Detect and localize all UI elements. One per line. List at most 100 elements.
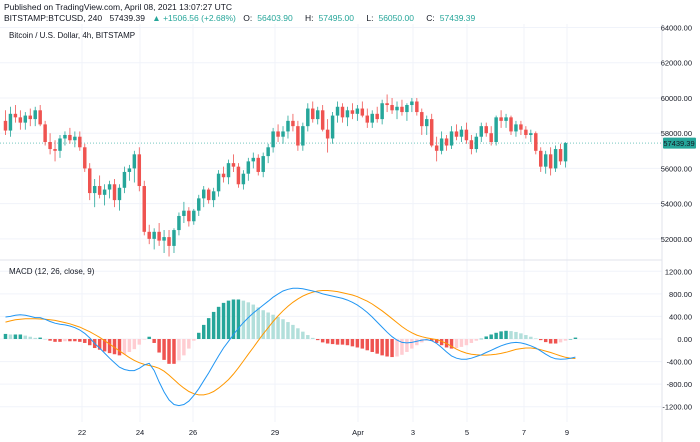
low-value: 56050.00	[378, 13, 414, 23]
time-tick-label: 9	[565, 428, 569, 437]
candle-body	[261, 156, 265, 172]
open-value: 56403.90	[257, 13, 293, 23]
macd-tick-label: 400.00	[669, 312, 692, 321]
histogram-bar	[87, 339, 92, 346]
candle-body	[425, 119, 429, 127]
histogram-bar	[28, 336, 32, 339]
macd-tick-label: 800.00	[669, 290, 692, 299]
candle-body	[529, 133, 533, 135]
histogram-bar	[97, 339, 102, 350]
candle-body	[558, 149, 563, 162]
candle-body	[122, 171, 127, 188]
candle-body	[534, 133, 538, 151]
histogram-bar	[137, 339, 142, 345]
macd-tick-label: -1200.00	[662, 403, 692, 412]
histogram-bar	[187, 339, 191, 349]
histogram-bar	[543, 339, 548, 343]
candle-body	[524, 129, 528, 135]
candle-body	[449, 131, 454, 146]
histogram-bar	[345, 339, 350, 346]
histogram-bar	[306, 335, 310, 339]
candle-body	[464, 129, 469, 141]
histogram-bar	[78, 339, 82, 342]
candle-body	[350, 110, 355, 114]
histogram-bar	[355, 339, 360, 348]
price-tick-label: 64000.00	[661, 24, 692, 33]
histogram-bar	[33, 337, 37, 339]
histogram-bar	[226, 300, 231, 339]
histogram-bar	[469, 339, 474, 343]
histogram-bar	[147, 336, 151, 339]
histogram-bar	[192, 339, 196, 341]
histogram-bar	[330, 339, 335, 345]
candle-body	[226, 163, 231, 178]
candle-body	[439, 138, 444, 151]
histogram-bar	[3, 333, 8, 339]
histogram-bar	[459, 339, 464, 347]
candle-body	[68, 134, 72, 141]
histogram-bar	[400, 339, 404, 355]
histogram-bar	[548, 339, 553, 344]
histogram-bar	[83, 339, 87, 343]
candle-body	[63, 134, 67, 139]
candle-body	[395, 106, 399, 111]
macd-histogram	[3, 299, 578, 364]
histogram-bar	[286, 322, 290, 339]
histogram-bar	[519, 333, 523, 339]
histogram-bar	[474, 339, 479, 341]
histogram-bar	[38, 337, 42, 339]
candle-body	[365, 115, 370, 123]
histogram-bar	[429, 339, 434, 341]
candle-body	[444, 138, 449, 146]
histogram-bar	[117, 339, 122, 356]
time-tick-label: 3	[411, 428, 415, 437]
candle-body	[548, 154, 553, 169]
candle-body	[3, 120, 8, 131]
candle-body	[142, 186, 146, 232]
time-tick-label: 5	[465, 428, 469, 437]
candle-body	[33, 110, 37, 120]
histogram-bar	[494, 332, 498, 339]
candle-body	[192, 210, 196, 222]
candle-body	[102, 189, 107, 195]
candle-body	[454, 131, 459, 137]
candle-body	[539, 150, 543, 167]
published-line: Published on TradingView.com, April 08, …	[4, 2, 233, 12]
last-price: 57439.39	[109, 13, 145, 23]
histogram-bar	[539, 339, 543, 341]
histogram-bar	[410, 339, 414, 349]
macd-tick-label: 1200.00	[665, 267, 692, 276]
high-label: H:	[305, 13, 314, 23]
price-tick-label: 60000.00	[661, 94, 692, 103]
candle-body	[132, 154, 137, 169]
histogram-bar	[251, 304, 256, 339]
candle-body	[301, 126, 305, 146]
histogram-bar	[296, 328, 300, 339]
histogram-bar	[385, 339, 389, 357]
candle-body	[291, 120, 295, 127]
candle-body	[499, 117, 503, 121]
histogram-bar	[58, 339, 62, 342]
histogram-bar	[340, 339, 345, 345]
time-tick-label: 26	[189, 428, 197, 437]
candle-body	[553, 149, 558, 169]
histogram-bar	[261, 310, 265, 339]
candle-body	[563, 143, 568, 162]
candle-body	[201, 189, 206, 199]
histogram-bar	[524, 335, 528, 339]
candle-body	[216, 173, 221, 192]
candle-body	[469, 140, 474, 150]
candle-body	[276, 131, 280, 137]
candle-body	[281, 131, 285, 137]
symbol-line: BITSTAMP:BTCUSD, 240 57439.39 ▲ +1506.56…	[4, 13, 485, 23]
histogram-bar	[320, 339, 325, 343]
candle-body	[187, 210, 191, 222]
candle-body	[415, 101, 419, 113]
candle-body	[117, 187, 122, 201]
candle-body	[370, 113, 374, 123]
histogram-bar	[375, 339, 379, 354]
chart-canvas[interactable]: Bitcoin / U.S. Dollar, 4h, BITSTAMP MACD…	[0, 24, 700, 442]
histogram-bar	[211, 311, 216, 339]
candle-body	[92, 186, 97, 194]
candle-body	[380, 103, 384, 120]
